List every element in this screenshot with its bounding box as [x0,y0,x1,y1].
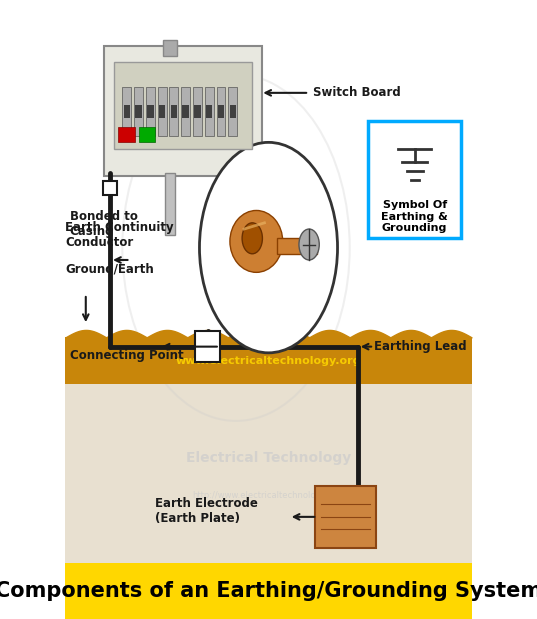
FancyBboxPatch shape [368,121,461,238]
Text: Connecting Point: Connecting Point [69,349,183,363]
Bar [124,105,130,118]
Bar [147,105,154,118]
Circle shape [199,142,338,353]
Circle shape [242,223,263,254]
Bar [134,87,143,136]
FancyBboxPatch shape [114,62,252,149]
Bar [170,87,178,136]
Bar [122,87,131,136]
Bar [103,181,117,195]
Text: Earthing Lead: Earthing Lead [374,340,467,353]
FancyBboxPatch shape [66,563,471,619]
Bar [206,105,213,118]
Bar [228,87,237,136]
FancyBboxPatch shape [66,337,471,384]
Bar [216,87,226,136]
Bar [163,40,177,56]
Bar [158,87,166,136]
Bar [165,173,175,235]
Bar [217,105,224,118]
Text: Switch Board: Switch Board [313,86,401,100]
Bar [171,105,177,118]
Bar [146,87,155,136]
Bar [159,105,165,118]
Bar [183,105,189,118]
Text: Earth Continuity
Conductor: Earth Continuity Conductor [66,221,174,249]
Circle shape [299,229,320,260]
Text: Symbol Of
Earthing &
Grounding: Symbol Of Earthing & Grounding [381,200,448,233]
Ellipse shape [230,210,282,272]
Text: Components of an Earthing/Grounding System: Components of an Earthing/Grounding Syst… [0,581,537,601]
Bar [139,127,155,142]
Bar [277,238,317,254]
Text: http://www.electricaltechnology.org/: http://www.electricaltechnology.org/ [192,491,345,500]
Bar [229,105,236,118]
Text: Ground/Earth: Ground/Earth [66,262,154,275]
FancyBboxPatch shape [315,486,376,548]
Text: Bonded to
Casing: Bonded to Casing [69,210,137,238]
Bar [193,87,202,136]
Text: www.electricaltechnology.org: www.electricaltechnology.org [176,355,361,366]
Bar [181,87,190,136]
FancyBboxPatch shape [104,46,263,176]
Bar [135,105,142,118]
FancyBboxPatch shape [66,384,471,563]
Bar [194,105,201,118]
Bar [118,127,134,142]
Text: Earth Electrode
(Earth Plate): Earth Electrode (Earth Plate) [155,496,258,525]
Bar [205,87,214,136]
Bar [195,331,220,362]
Text: Electrical Technology: Electrical Technology [186,451,351,465]
